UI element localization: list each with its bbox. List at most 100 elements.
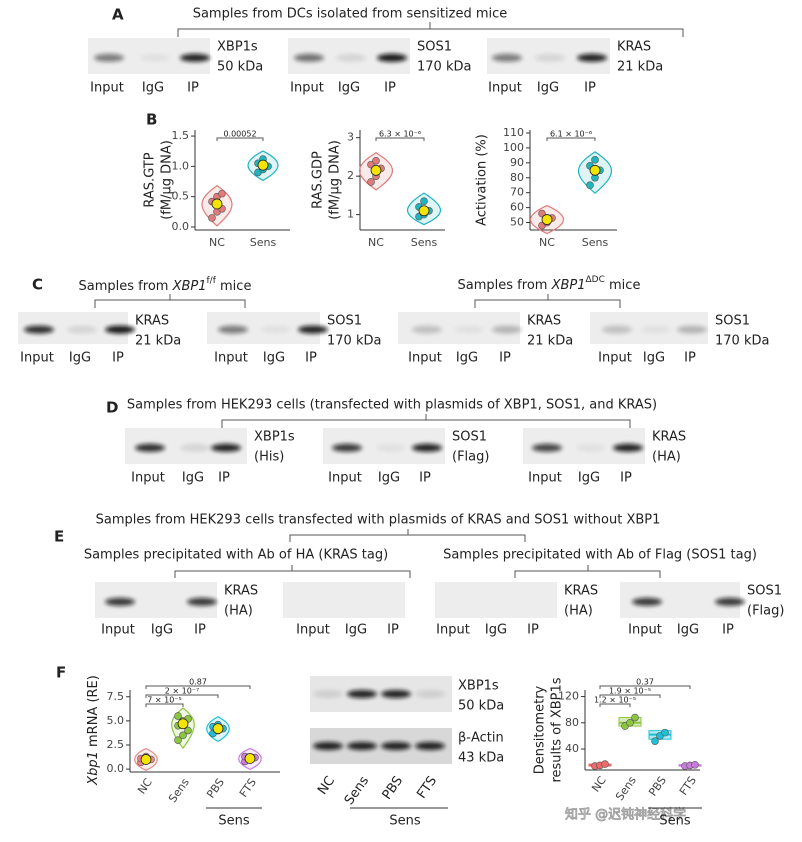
- y-tick-label: 0.0: [172, 220, 190, 233]
- blot: [283, 582, 405, 618]
- group-label: Sens: [218, 814, 249, 829]
- protein-label: KRAS: [652, 430, 686, 445]
- data-point: [601, 760, 609, 768]
- axis-label: (fM/μg DNA): [328, 140, 343, 220]
- lane-label: Input: [408, 351, 442, 366]
- axis-label: Activation (%): [475, 134, 490, 226]
- protein-label: SOS1: [747, 584, 782, 599]
- y-tick-label: 0.0: [107, 762, 125, 775]
- mean-point: [418, 205, 430, 217]
- significance-bracket: [145, 703, 184, 707]
- lane-label: Input: [101, 623, 135, 638]
- lane-label: Input: [131, 471, 165, 486]
- y-tick-label: 60: [510, 201, 524, 214]
- protein-label: SOS1: [452, 430, 487, 445]
- lane-label: IP: [112, 351, 124, 366]
- bracket: [514, 565, 661, 578]
- data-point: [626, 718, 634, 727]
- significance-bracket: [216, 137, 264, 141]
- panel-header: Samples from XBP1f/f mice: [79, 276, 252, 294]
- x-tick-label: NC: [209, 236, 225, 249]
- band: [347, 742, 377, 750]
- axis-label: results of XBP1s: [550, 677, 565, 782]
- x-tick-label: Sens: [411, 236, 438, 249]
- size-label: (Flag): [747, 604, 784, 619]
- size-label: (HA): [652, 450, 681, 465]
- lane-label: IgG: [456, 351, 478, 366]
- band: [105, 325, 135, 334]
- lane-label: Input: [20, 351, 54, 366]
- gene: XBP1: [172, 279, 207, 294]
- lane-label: IgG: [485, 623, 507, 638]
- x-tick-label: NC: [368, 236, 384, 249]
- gene: XBP1: [551, 278, 586, 293]
- band: [492, 325, 522, 334]
- x-tick-label: NC: [135, 776, 155, 797]
- panel-header: Samples from XBP1ΔDC mice: [458, 275, 641, 293]
- size-label: 21 kDa: [135, 334, 181, 349]
- lane-label: IP: [684, 351, 696, 366]
- x-tick-label: Sens: [166, 776, 192, 805]
- band: [715, 597, 745, 606]
- significance-bracket: [599, 685, 691, 689]
- genotype: ΔDC: [586, 275, 605, 285]
- band: [677, 325, 707, 334]
- x-tick-label: NC: [589, 774, 609, 795]
- panel-subheader: Samples precipitated with Ab of Flag (SO…: [443, 548, 757, 563]
- group-label: Sens: [389, 814, 420, 829]
- protein-label: SOS1: [417, 40, 452, 55]
- y-tick-label: 40: [565, 742, 579, 755]
- band: [412, 325, 442, 334]
- size-label: (HA): [224, 604, 253, 619]
- protein-label: KRAS: [135, 314, 169, 329]
- axis-label: RAS.GDP: [311, 151, 326, 209]
- panel-header: Samples from HEK293 cells (transfected w…: [127, 398, 657, 413]
- lane-label: IP: [722, 623, 734, 638]
- p-value: 2 × 10⁻⁷: [165, 687, 200, 696]
- x-tick-label: Sens: [250, 236, 277, 249]
- genotype: f/f: [207, 276, 217, 286]
- lane-label: IgG: [338, 81, 360, 96]
- size-label: 170 kDa: [715, 334, 769, 349]
- p-value: 1.2 × 10⁻⁵: [594, 696, 636, 705]
- band: [211, 443, 241, 452]
- x-tick-label: PBS: [646, 774, 669, 799]
- bracket: [289, 529, 526, 542]
- lane-label: IgG: [643, 351, 665, 366]
- axis-label: (fM/μg DNA): [160, 140, 175, 220]
- band: [94, 53, 124, 62]
- band: [180, 443, 210, 452]
- y-tick-label: 100: [503, 141, 524, 154]
- protein-label: KRAS: [224, 584, 258, 599]
- band: [180, 53, 210, 62]
- axis-label: Densitometry: [533, 685, 548, 774]
- blot: [435, 582, 557, 618]
- bracket: [474, 294, 621, 308]
- y-tick-label: 80: [510, 171, 524, 184]
- band: [261, 325, 291, 334]
- lane-label: IP: [620, 471, 632, 486]
- y-tick-label: 7.5: [107, 690, 125, 703]
- panel-subheader: Samples precipitated with Ab of HA (KRAS…: [84, 548, 388, 563]
- data-point: [586, 181, 594, 190]
- significance-bracket: [546, 137, 596, 141]
- data-point: [420, 197, 428, 205]
- lane-label: IP: [419, 471, 431, 486]
- y-tick-label: 3: [347, 131, 354, 144]
- axis-label-text: mRNA (RE): [86, 675, 101, 751]
- band: [412, 443, 442, 452]
- band: [377, 53, 407, 62]
- lane-label: Input: [290, 81, 324, 96]
- protein-label: KRAS: [617, 40, 651, 55]
- band: [313, 742, 343, 750]
- significance-bracket: [145, 694, 219, 698]
- group-label: Sens: [659, 814, 690, 829]
- mean-point: [244, 753, 256, 764]
- lane-label: IP: [584, 81, 596, 96]
- lane-label: IP: [499, 351, 511, 366]
- protein-label: KRAS: [527, 314, 561, 329]
- lane-label: Input: [90, 81, 124, 96]
- lane-label: Input: [628, 623, 662, 638]
